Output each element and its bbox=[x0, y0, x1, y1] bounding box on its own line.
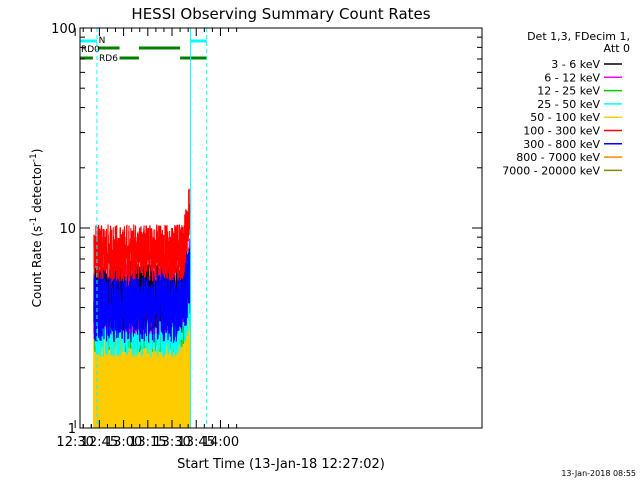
legend-header: Att 0 bbox=[604, 42, 630, 55]
y-label-main: Count Rate (s bbox=[30, 226, 44, 308]
y-tick-label: 1 bbox=[68, 422, 76, 437]
x-tick-label: 12:30 bbox=[56, 435, 93, 450]
chart-title: HESSI Observing Summary Count Rates bbox=[131, 5, 430, 23]
series-line-5 bbox=[93, 188, 191, 282]
annotation-label-n: N bbox=[99, 36, 106, 46]
y-label-tail: detector bbox=[30, 162, 44, 217]
x-tick-label: 13:45 bbox=[178, 435, 215, 450]
series-100-300keV bbox=[93, 188, 191, 282]
legend-entry-label: 7000 - 20000 keV bbox=[502, 164, 600, 177]
legend-entry-label: 25 - 50 keV bbox=[537, 98, 600, 111]
legend-entry-label: 300 - 800 keV bbox=[523, 138, 600, 151]
legend-header: Det 1,3, FDecim 1, bbox=[527, 30, 630, 43]
y-axis-ticks: 1 10 100 bbox=[51, 22, 482, 437]
y-label-sup2: -1 bbox=[29, 153, 39, 162]
y-tick-label: 100 bbox=[51, 22, 76, 37]
y-label-sup: -1 bbox=[29, 217, 39, 226]
legend-entry-label: 3 - 6 keV bbox=[551, 58, 600, 71]
series-line-6 bbox=[93, 250, 191, 343]
annotation-label-rd0: RD0 bbox=[81, 45, 100, 55]
series-50-100keV bbox=[93, 307, 191, 428]
x-tick-label: 13:00 bbox=[105, 435, 142, 450]
legend-entry-label: 12 - 25 keV bbox=[537, 85, 600, 98]
x-tick-label: 14:00 bbox=[202, 435, 239, 450]
y-axis-label: Count Rate (s-1 detector-1) bbox=[29, 149, 44, 308]
y-tick-label: 10 bbox=[59, 222, 76, 237]
timestamp: 13-Jan-2018 08:55 bbox=[561, 469, 636, 478]
annotation-label-rd6: RD6 bbox=[99, 54, 118, 64]
legend-entry-label: 100 - 300 keV bbox=[523, 125, 600, 138]
x-axis-label: Start Time (13-Jan-18 12:27:02) bbox=[177, 457, 385, 472]
y-label-close: ) bbox=[30, 149, 44, 154]
legend-entry-label: 6 - 12 keV bbox=[544, 71, 600, 84]
series-300-800keV bbox=[93, 250, 191, 343]
x-tick-label: 13:15 bbox=[129, 435, 166, 450]
x-tick-label: 12:45 bbox=[81, 435, 118, 450]
legend-entry-label: 50 - 100 keV bbox=[530, 111, 600, 124]
x-tick-label: 13:30 bbox=[153, 435, 190, 450]
legend-entry-label: 800 - 7000 keV bbox=[516, 151, 600, 164]
